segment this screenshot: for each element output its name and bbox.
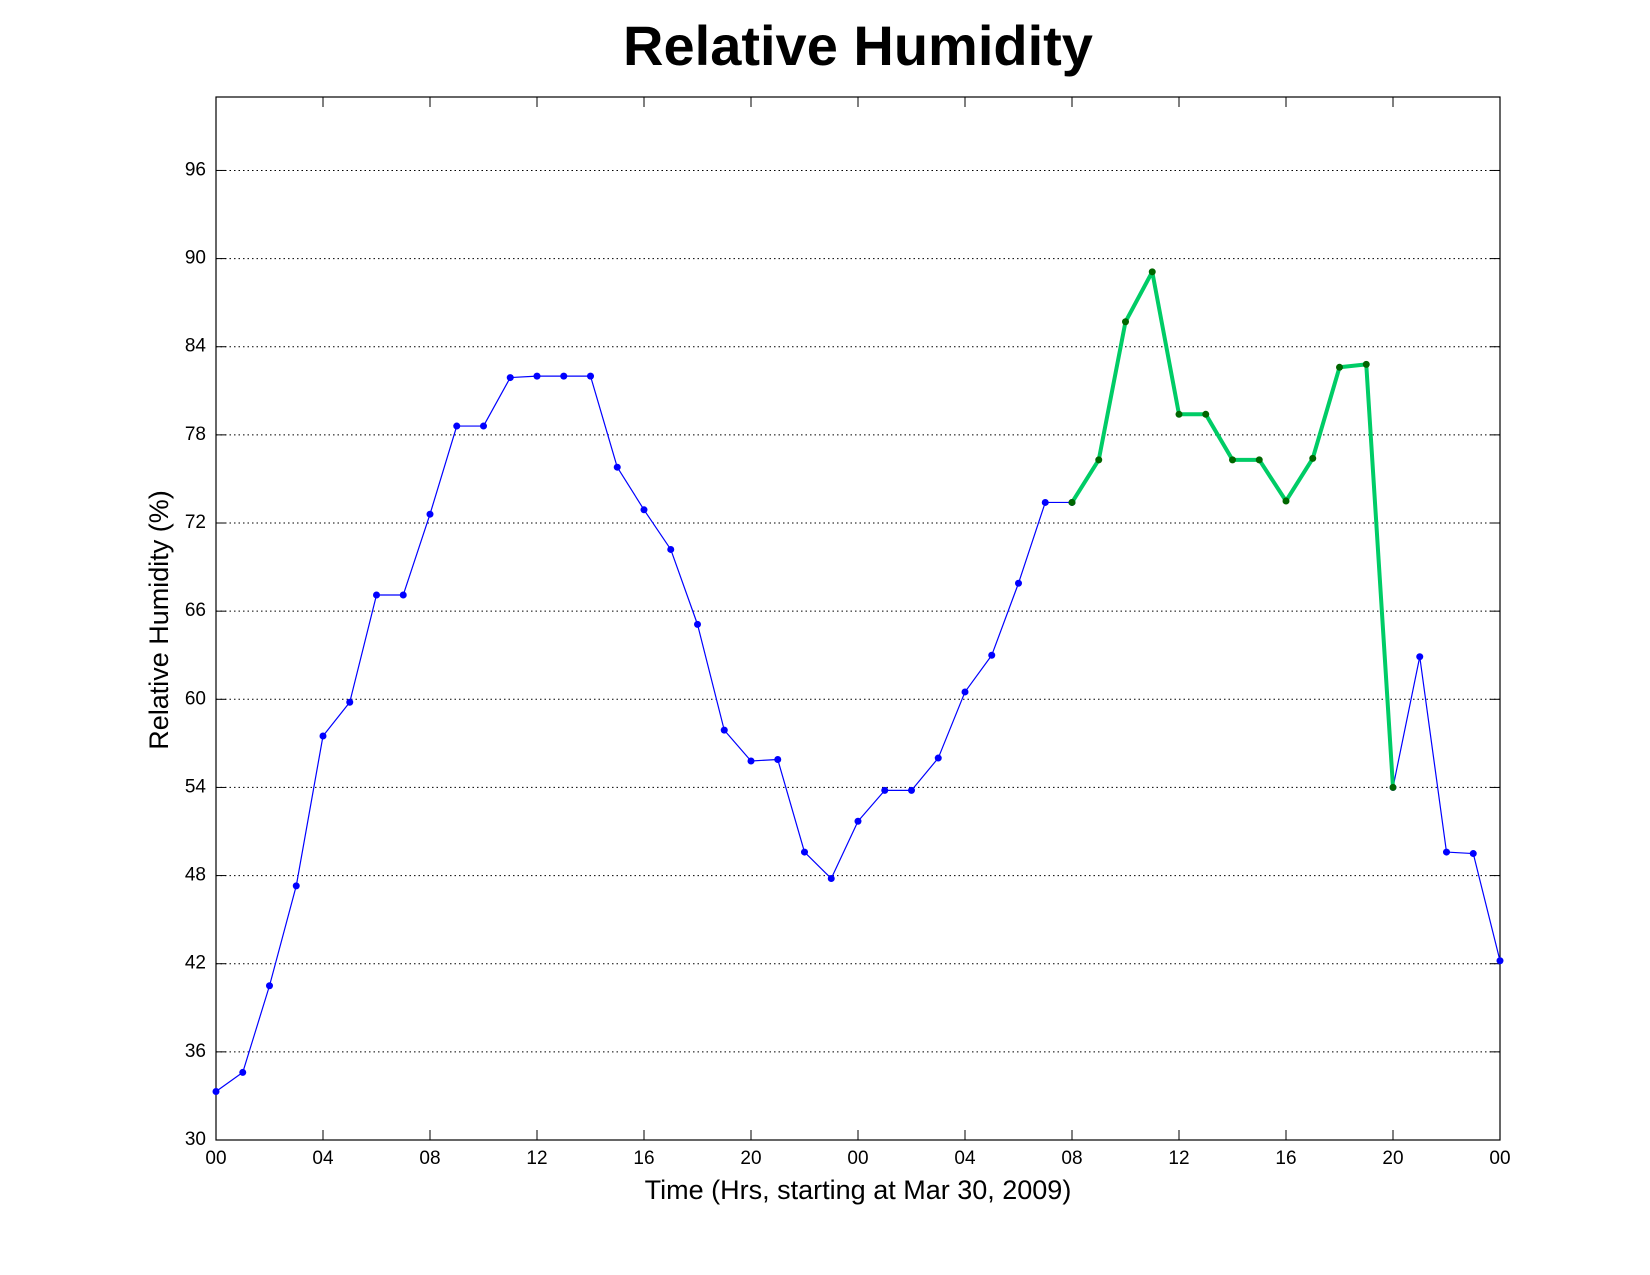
plot-frame xyxy=(215,96,1501,1141)
data-point xyxy=(694,620,701,628)
data-point xyxy=(453,422,461,430)
data-point xyxy=(1229,456,1236,464)
data-point xyxy=(506,374,514,382)
y-tick-label: 60 xyxy=(185,688,206,709)
data-point xyxy=(613,463,621,471)
x-tick-label: 20 xyxy=(740,1148,761,1169)
data-point xyxy=(774,756,782,764)
data-point xyxy=(1175,410,1183,418)
x-tick-label: 04 xyxy=(954,1148,976,1169)
data-line xyxy=(1070,269,1395,788)
data-point xyxy=(720,726,728,734)
x-tick-label: 20 xyxy=(1382,1148,1403,1169)
x-tick-label: 16 xyxy=(1275,1148,1296,1169)
x-tick-label: 04 xyxy=(312,1148,334,1169)
data-point xyxy=(1148,268,1156,276)
data-point xyxy=(266,982,273,990)
y-tick-label: 78 xyxy=(185,424,206,445)
y-tick-label: 30 xyxy=(185,1129,206,1150)
x-tick-label: 08 xyxy=(419,1148,440,1169)
data-point xyxy=(988,651,996,659)
data-point xyxy=(1443,848,1450,856)
y-tick-label: 96 xyxy=(185,159,206,180)
y-tick-label: 72 xyxy=(185,512,206,533)
data-point xyxy=(1015,579,1022,587)
data-point xyxy=(801,848,808,856)
data-point xyxy=(1496,957,1504,965)
data-point xyxy=(587,372,594,380)
data-point xyxy=(1309,454,1317,462)
data-point xyxy=(1068,498,1076,506)
data-point xyxy=(1041,498,1049,506)
data-line xyxy=(215,375,1501,1093)
x-tick-label: 00 xyxy=(1489,1148,1510,1169)
x-tick-label: 00 xyxy=(847,1148,868,1169)
data-point xyxy=(1469,850,1477,858)
data-point xyxy=(667,545,675,553)
y-tick-label: 42 xyxy=(185,953,206,974)
data-point xyxy=(373,591,380,599)
data-point xyxy=(346,698,354,706)
data-point xyxy=(934,754,942,762)
data-point xyxy=(1202,410,1210,418)
data-point xyxy=(827,875,835,883)
data-point xyxy=(854,817,862,825)
data-point xyxy=(1255,456,1263,464)
x-tick-label: 16 xyxy=(633,1148,654,1169)
x-tick-label: 12 xyxy=(1168,1148,1189,1169)
x-tick-label: 08 xyxy=(1061,1148,1082,1169)
data-point xyxy=(1095,456,1103,464)
data-point xyxy=(560,372,568,380)
y-tick-label: 84 xyxy=(185,336,207,357)
x-tick-label: 00 xyxy=(205,1148,226,1169)
data-point xyxy=(961,688,969,696)
data-point xyxy=(480,422,487,430)
data-point xyxy=(640,506,648,514)
y-axis-label: Relative Humidity (%) xyxy=(144,490,174,750)
data-point xyxy=(239,1068,247,1076)
y-tick-label: 48 xyxy=(185,865,206,886)
y-tick-label: 66 xyxy=(185,600,206,621)
data-point xyxy=(292,882,300,890)
chart-title: Relative Humidity xyxy=(623,14,1093,77)
data-point xyxy=(319,732,327,740)
data-point xyxy=(212,1088,220,1096)
x-axis-label: Time (Hrs, starting at Mar 30, 2009) xyxy=(645,1175,1072,1205)
y-tick-label: 90 xyxy=(185,248,206,269)
x-tick-label: 12 xyxy=(526,1148,547,1169)
data-point xyxy=(399,591,407,599)
data-point xyxy=(426,510,434,518)
y-tick-label: 36 xyxy=(185,1041,206,1062)
data-point xyxy=(1416,653,1424,661)
data-point xyxy=(908,786,915,794)
data-point xyxy=(1362,360,1370,368)
data-point xyxy=(1282,497,1290,505)
data-point xyxy=(1389,783,1397,791)
data-point xyxy=(747,757,755,765)
data-point xyxy=(1336,363,1343,371)
y-tick-label: 54 xyxy=(185,776,207,797)
data-point xyxy=(1122,318,1129,326)
data-point xyxy=(881,786,889,794)
data-point xyxy=(533,372,541,380)
